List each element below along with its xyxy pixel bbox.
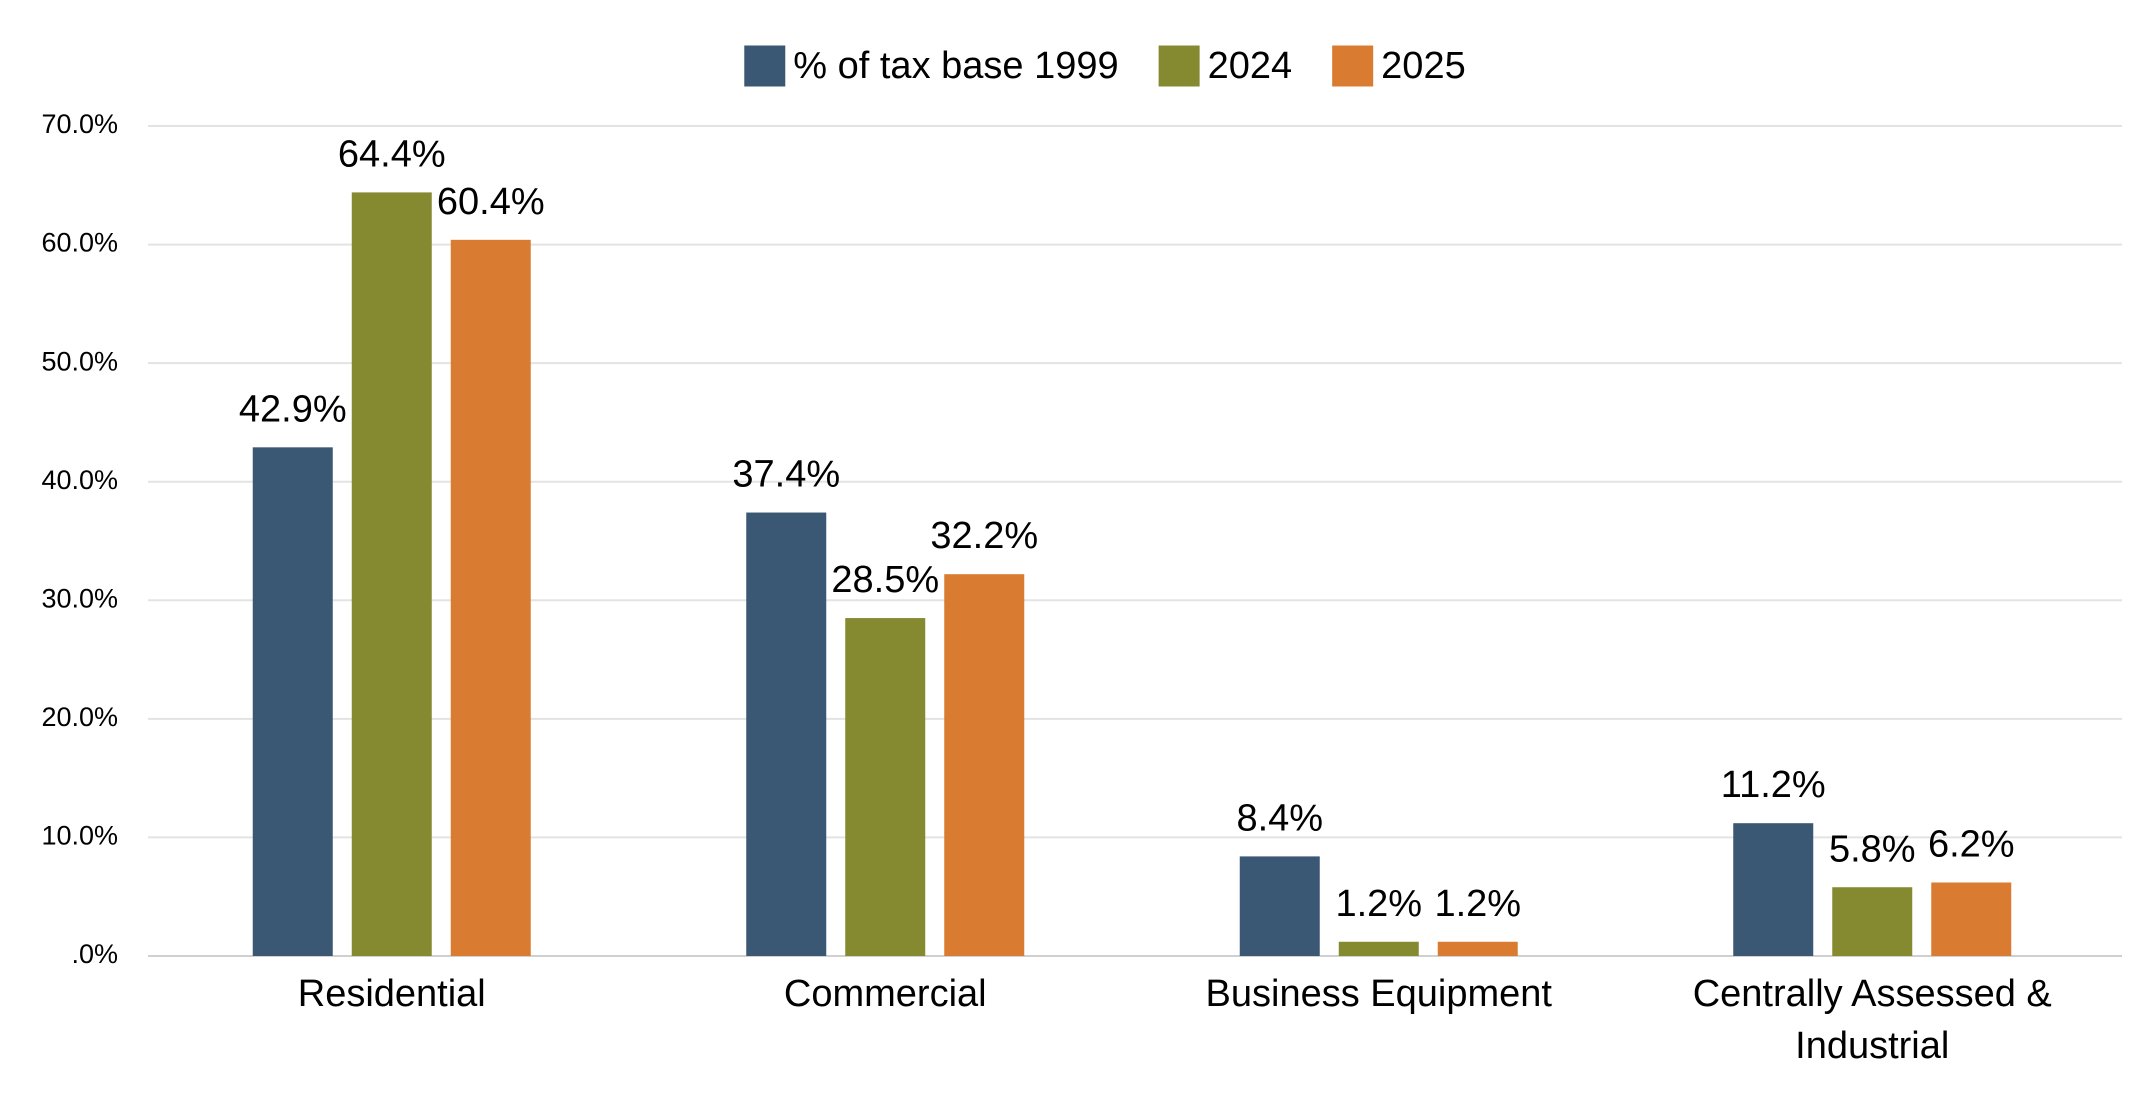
y-tick-label: 70.0% (41, 109, 118, 139)
y-tick-label: 40.0% (41, 465, 118, 495)
data-label: 1.2% (1434, 883, 1521, 925)
bar (1437, 941, 1518, 956)
y-tick-label: 60.0% (41, 228, 118, 258)
bar (746, 512, 827, 956)
legend-label: % of tax base 1999 (793, 45, 1118, 87)
y-tick-label: 20.0% (41, 702, 118, 732)
x-tick-label: Centrally Assessed & Industrial (1692, 973, 2052, 1067)
legend-label: 2024 (1208, 45, 1293, 87)
data-label: 1.2% (1335, 883, 1422, 925)
data-label: 8.4% (1236, 797, 1323, 839)
data-label: 60.4% (437, 181, 545, 223)
x-tick-label: Commercial (783, 973, 987, 1015)
x-tick-label: Residential (297, 973, 486, 1015)
legend-label: 2025 (1381, 45, 1466, 87)
y-tick-label: 50.0% (41, 346, 118, 376)
bar (252, 447, 333, 956)
legend-swatch (744, 45, 786, 87)
y-tick-label: 10.0% (41, 821, 118, 851)
data-label: 37.4% (732, 454, 840, 496)
bar (1832, 887, 1913, 956)
bar (1239, 856, 1320, 956)
bar (845, 618, 926, 956)
legend-swatch (1158, 45, 1200, 87)
y-tick-label: 30.0% (41, 583, 118, 613)
data-label: 42.9% (239, 388, 347, 430)
data-label: 11.2% (1721, 764, 1826, 806)
legend-swatch (1332, 45, 1374, 87)
bar (944, 574, 1025, 956)
bar (1931, 882, 2012, 956)
y-tick-label: .0% (71, 939, 118, 969)
data-label: 5.8% (1829, 828, 1916, 870)
bar (1338, 941, 1419, 956)
x-tick-label: Business Equipment (1205, 973, 1552, 1015)
data-label: 6.2% (1928, 824, 2015, 866)
bar (1733, 823, 1814, 956)
data-label: 32.2% (930, 515, 1038, 557)
bar (351, 192, 432, 956)
data-label: 28.5% (831, 559, 939, 601)
bar (450, 239, 531, 957)
data-label: 64.4% (338, 133, 446, 175)
